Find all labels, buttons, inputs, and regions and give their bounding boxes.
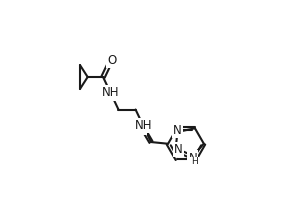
Text: NH: NH (134, 119, 152, 132)
Text: N: N (188, 152, 197, 165)
Text: NH: NH (102, 86, 119, 99)
Text: O: O (107, 54, 116, 67)
Text: N: N (173, 124, 182, 137)
Text: H: H (191, 157, 198, 166)
Text: N: N (174, 143, 183, 156)
Text: O: O (137, 121, 146, 134)
